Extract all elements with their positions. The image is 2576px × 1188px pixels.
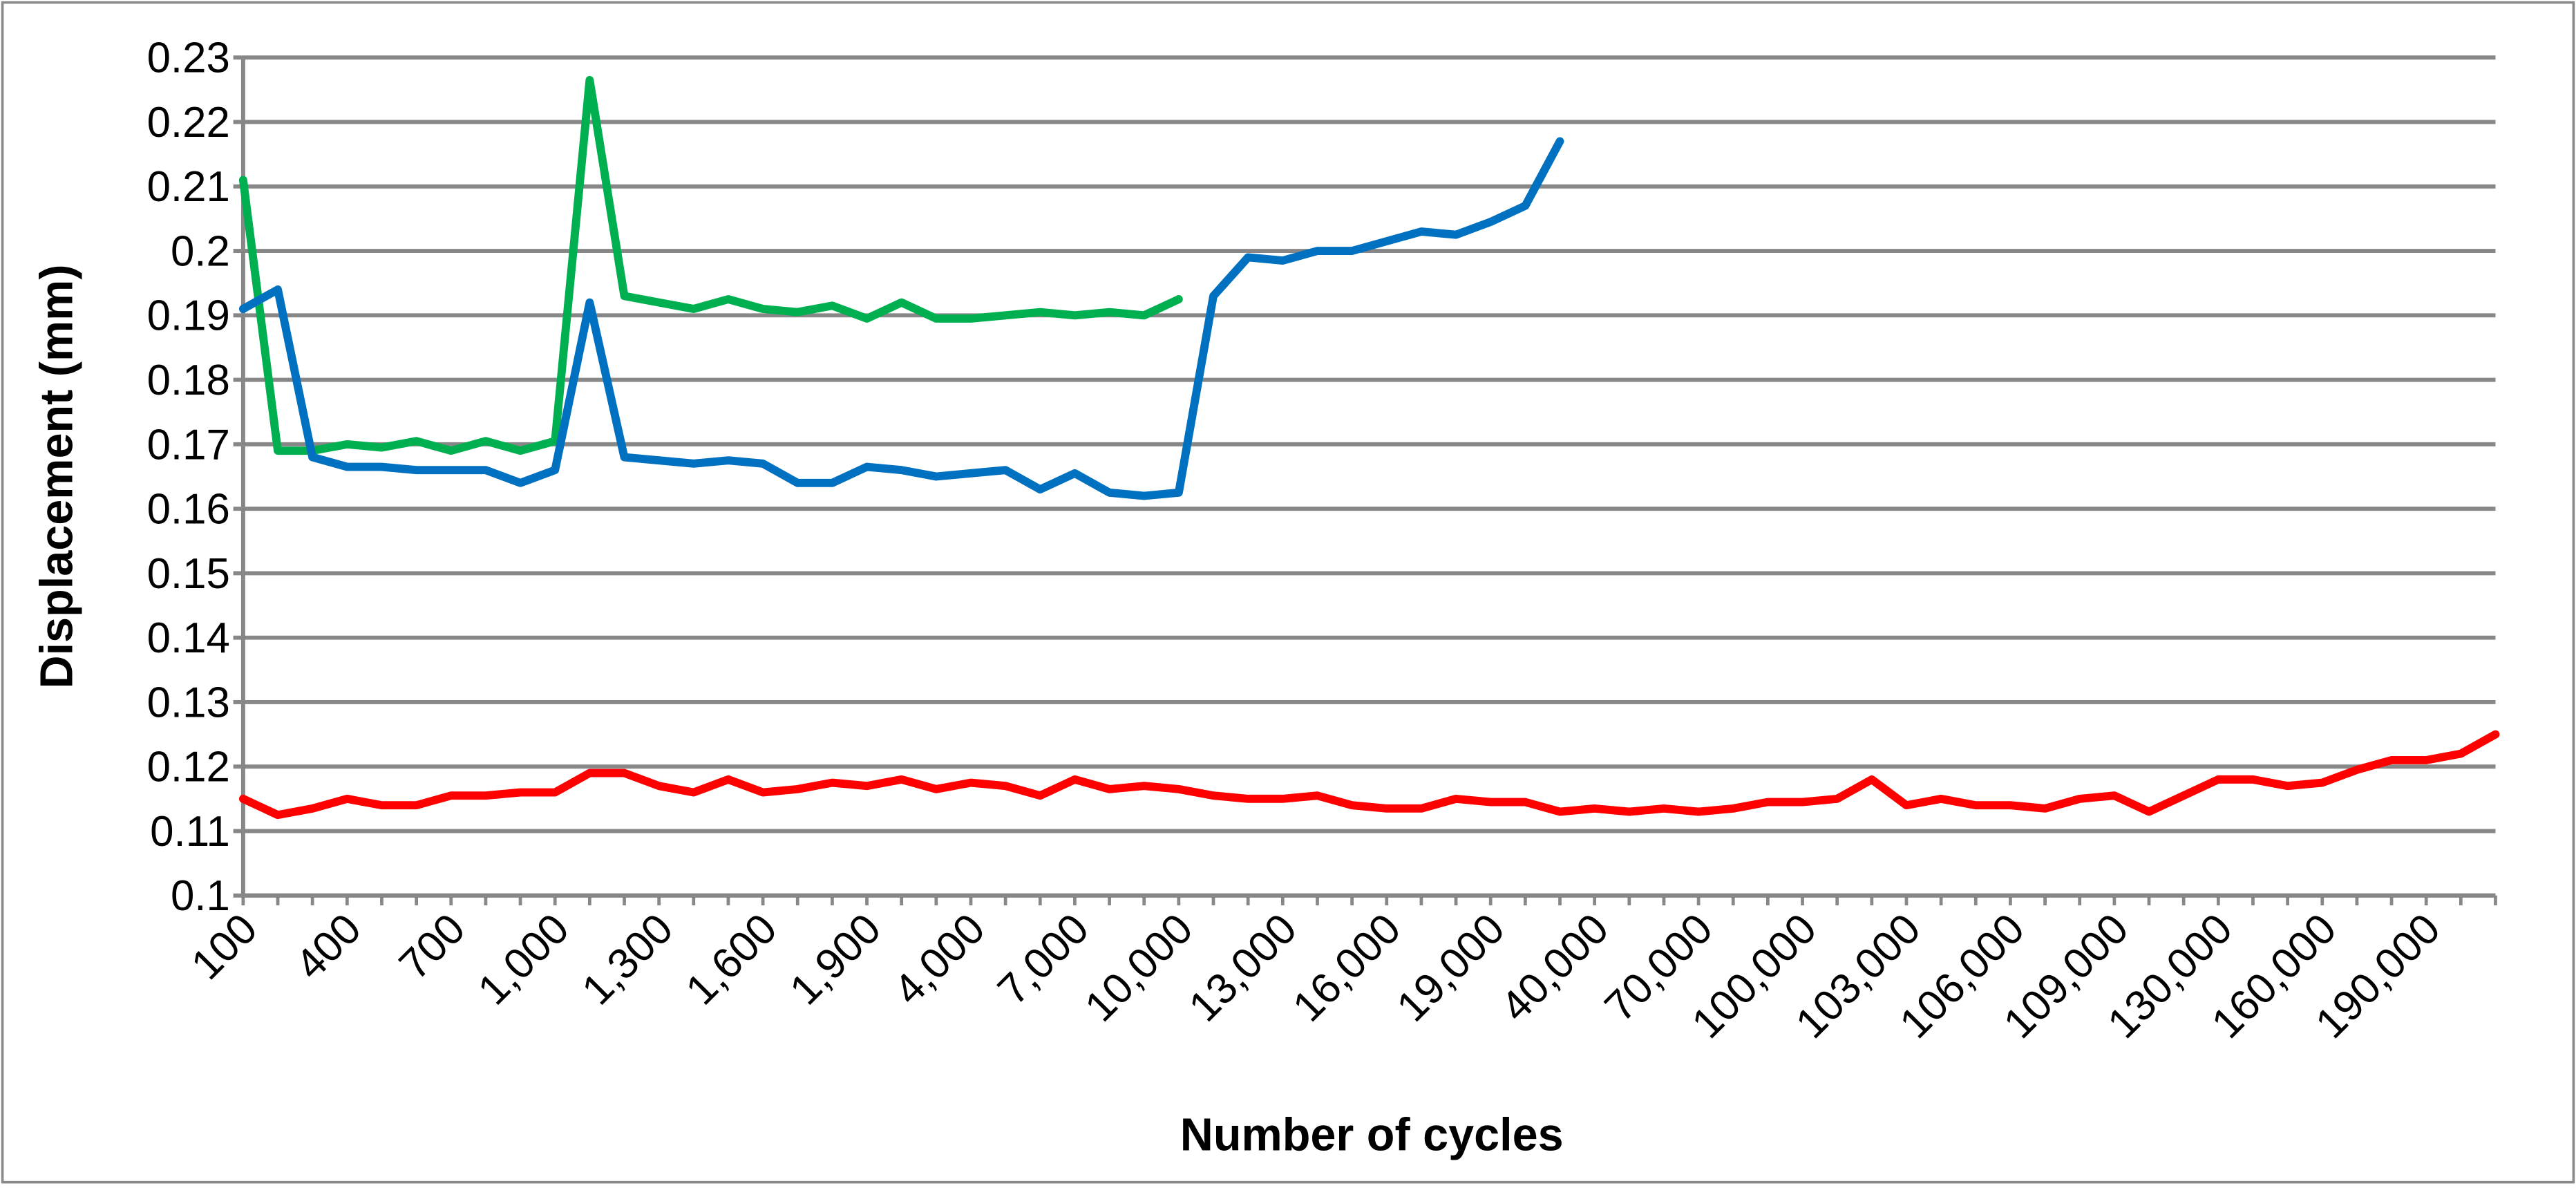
y-axis-title: Displacement (mm) bbox=[32, 264, 83, 688]
y-tick-label: 0.12 bbox=[147, 744, 230, 791]
y-tick-label: 0.14 bbox=[147, 614, 230, 662]
lines bbox=[238, 75, 2500, 820]
y-tick-label: 0.19 bbox=[147, 292, 230, 340]
y-tick-label: 0.21 bbox=[147, 163, 230, 211]
x-axis-title: Number of cycles bbox=[1180, 1109, 1564, 1160]
grid bbox=[233, 55, 2497, 906]
y-tick-label: 0.23 bbox=[147, 35, 230, 82]
y-tick-label: 0.13 bbox=[147, 679, 230, 726]
series-line bbox=[238, 137, 1564, 500]
series-line bbox=[238, 730, 2500, 820]
y-tick-label: 0.17 bbox=[147, 421, 230, 469]
y-tick-label: 0.11 bbox=[150, 808, 230, 856]
y-tick-label: 0.22 bbox=[147, 99, 230, 147]
y-tick-label: 0.16 bbox=[147, 486, 230, 534]
series-line bbox=[238, 75, 1183, 455]
y-tick-label: 0.2 bbox=[171, 227, 230, 275]
y-tick-label: 0.18 bbox=[147, 357, 230, 404]
y-tick-label: 0.15 bbox=[147, 550, 230, 598]
y-tick-label: 0.1 bbox=[171, 872, 230, 920]
